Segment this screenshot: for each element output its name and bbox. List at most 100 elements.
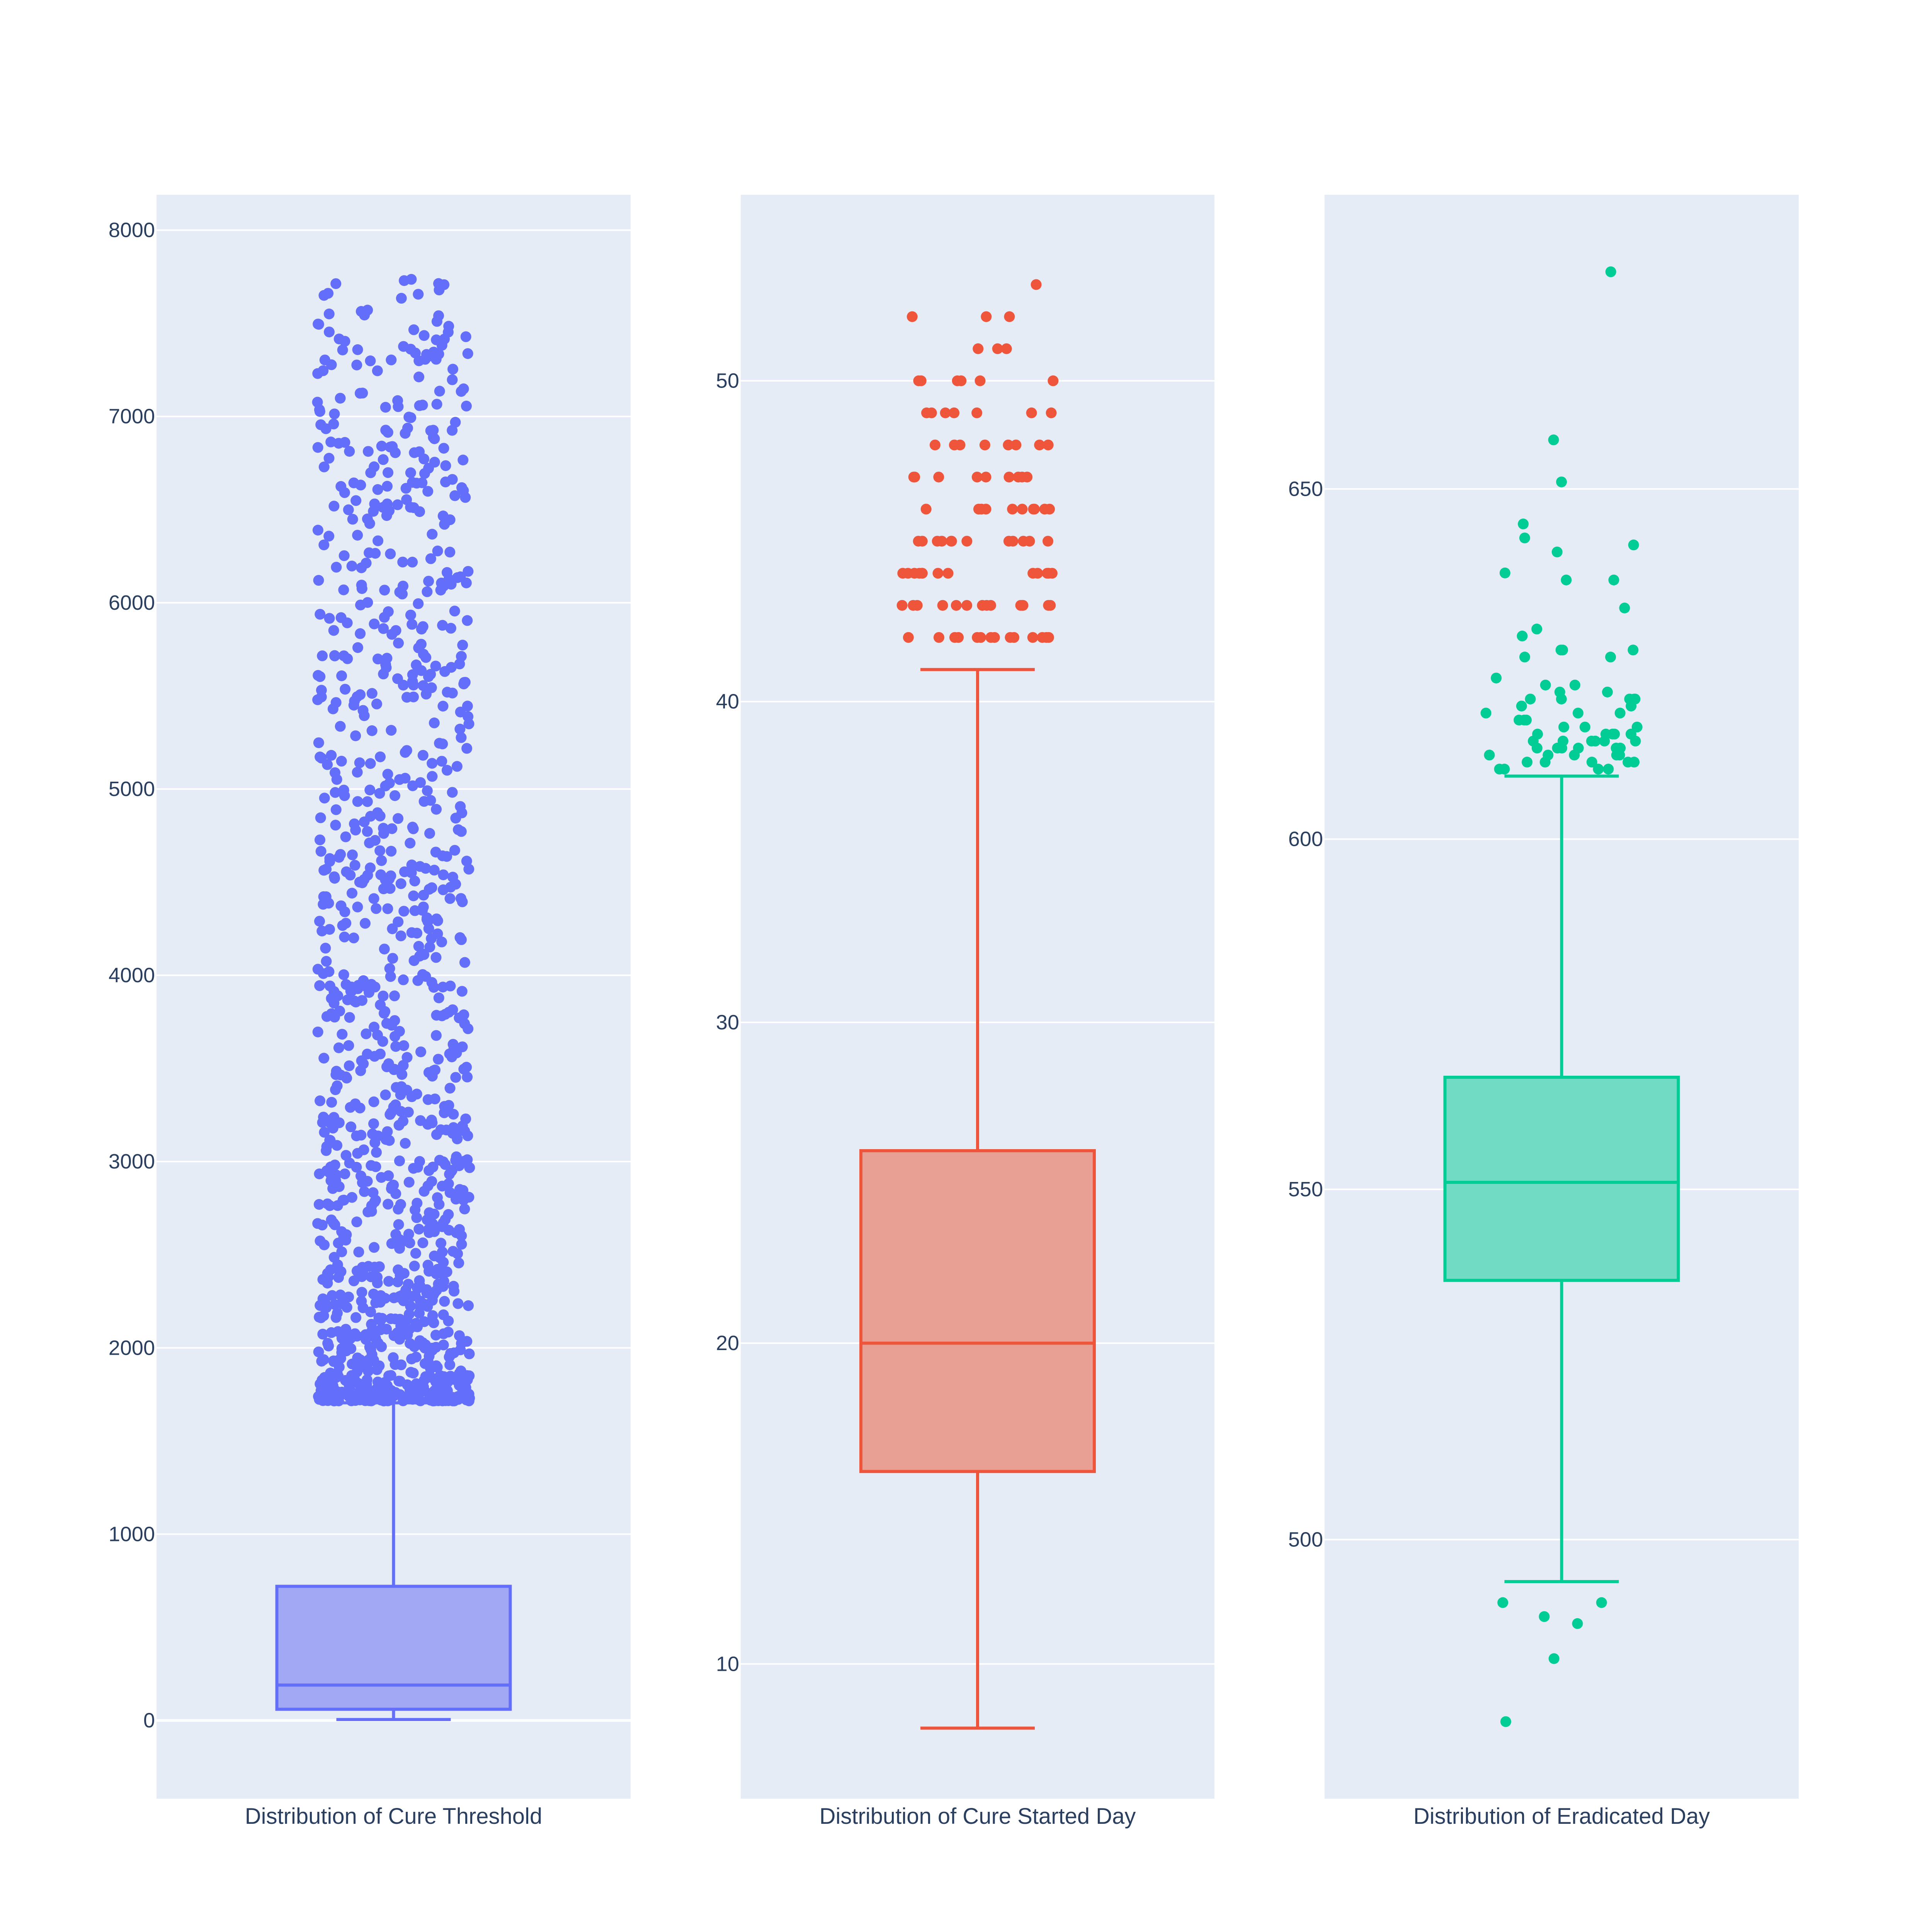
outlier-point xyxy=(1579,721,1590,733)
outlier-point xyxy=(423,1067,434,1078)
outlier-point xyxy=(444,1083,456,1094)
outlier-point xyxy=(380,402,391,413)
outlier-point xyxy=(367,1128,378,1139)
outlier-point xyxy=(459,1018,470,1029)
outlier-point xyxy=(342,994,353,1005)
outlier-point xyxy=(355,628,366,639)
outlier-point xyxy=(317,1385,328,1396)
outlier-point xyxy=(384,883,396,894)
outlier-point xyxy=(454,1184,465,1195)
outlier-point xyxy=(387,923,398,934)
outlier-point xyxy=(425,669,436,680)
outlier-point xyxy=(348,700,359,711)
outlier-point xyxy=(335,393,346,404)
outlier-point xyxy=(1004,311,1015,322)
outlier-point xyxy=(929,439,940,451)
outlier-point xyxy=(321,864,332,875)
outlier-point xyxy=(438,869,449,881)
outlier-point xyxy=(381,662,392,673)
y-tick-label: 5000 xyxy=(109,777,155,801)
outlier-point xyxy=(329,408,340,420)
outlier-point xyxy=(357,388,368,399)
outlier-point xyxy=(351,1130,362,1141)
outlier-point xyxy=(1048,375,1059,386)
outlier-point xyxy=(1043,439,1054,451)
outlier-point xyxy=(1556,476,1567,488)
outlier-point xyxy=(1586,757,1597,768)
outlier-point xyxy=(1569,679,1580,690)
outlier-point xyxy=(407,676,418,687)
outlier-point xyxy=(340,831,351,842)
outlier-point xyxy=(429,1209,440,1219)
outlier-point xyxy=(339,1168,350,1179)
outlier-point xyxy=(445,1350,456,1361)
outlier-point xyxy=(318,461,330,473)
outlier-point xyxy=(352,642,363,653)
outlier-point xyxy=(354,1102,366,1114)
outlier-point xyxy=(323,308,335,320)
outlier-point xyxy=(392,395,403,406)
outlier-point xyxy=(318,290,330,301)
outlier-point xyxy=(352,530,363,541)
outlier-point xyxy=(433,1054,444,1065)
outlier-point xyxy=(346,1192,357,1203)
outlier-point xyxy=(428,1394,439,1405)
outlier-point xyxy=(405,1338,416,1349)
outlier-point xyxy=(454,1330,465,1341)
outlier-point xyxy=(457,454,469,466)
outlier-point xyxy=(350,1312,362,1323)
outlier-point xyxy=(362,1366,374,1377)
y-tick-label: 30 xyxy=(716,1011,739,1034)
outlier-point xyxy=(384,963,395,974)
outlier-point xyxy=(419,1386,430,1397)
outlier-point xyxy=(323,531,335,542)
outlier-point xyxy=(312,396,323,408)
outlier-point xyxy=(383,606,394,617)
outlier-point xyxy=(1046,568,1058,579)
outlier-point xyxy=(329,1299,340,1310)
outlier-point xyxy=(417,750,429,761)
outlier-point xyxy=(1572,1618,1583,1629)
outlier-point xyxy=(372,1376,383,1388)
outlier-point xyxy=(362,982,373,993)
outlier-point xyxy=(447,787,458,798)
outlier-point xyxy=(1005,632,1016,643)
outlier-point xyxy=(444,1359,456,1371)
outlier-point xyxy=(340,918,352,929)
outlier-point xyxy=(408,324,419,335)
outlier-point xyxy=(406,274,417,285)
outlier-point xyxy=(405,1367,417,1378)
outlier-point xyxy=(434,1155,445,1166)
outlier-point xyxy=(1500,1716,1511,1727)
outlier-point xyxy=(330,1084,341,1095)
outlier-point xyxy=(360,918,371,929)
outlier-point xyxy=(414,1308,425,1319)
outlier-point xyxy=(1631,721,1643,733)
outlier-point xyxy=(442,765,452,776)
outlier-point xyxy=(438,1309,449,1320)
outlier-point xyxy=(398,974,409,985)
outlier-point xyxy=(313,737,324,748)
outlier-point xyxy=(1499,567,1510,578)
outlier-point xyxy=(897,568,908,579)
outlier-point xyxy=(896,600,908,611)
outlier-point xyxy=(396,293,407,304)
outlier-point xyxy=(432,915,443,926)
outlier-point xyxy=(383,1276,394,1287)
outlier-point xyxy=(340,684,351,695)
outlier-point xyxy=(971,407,983,418)
outlier-point xyxy=(450,1155,461,1166)
outlier-point xyxy=(321,1114,333,1126)
outlier-point xyxy=(1018,536,1029,547)
outlier-point xyxy=(337,344,348,355)
outlier-point xyxy=(433,992,444,1003)
outlier-point xyxy=(1586,735,1597,747)
outlier-point xyxy=(318,539,330,551)
outlier-point xyxy=(324,1200,335,1211)
outlier-point xyxy=(455,801,466,812)
outlier-point xyxy=(462,1071,473,1083)
outlier-point xyxy=(1603,764,1614,775)
outlier-point xyxy=(375,869,386,880)
outlier-point xyxy=(457,639,468,651)
